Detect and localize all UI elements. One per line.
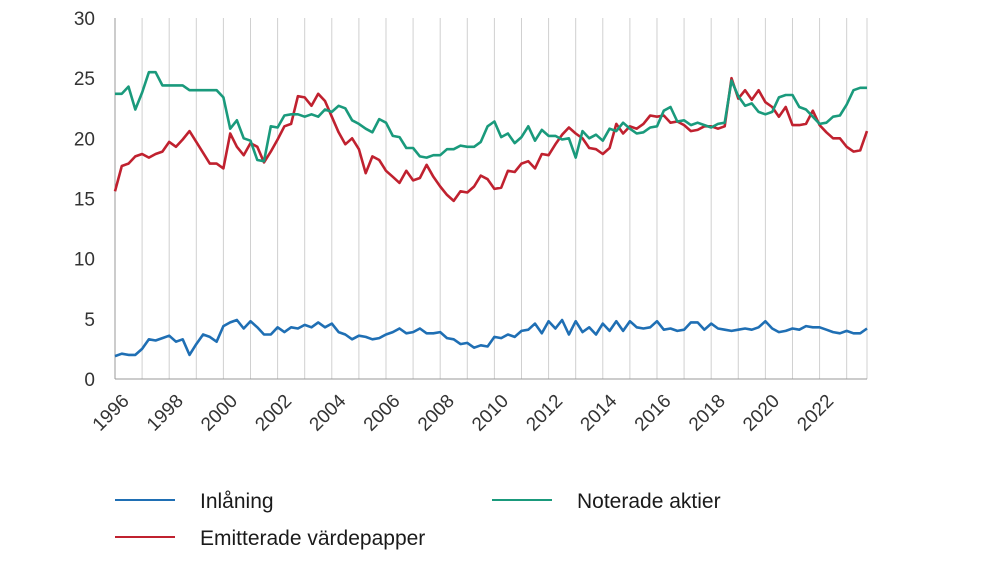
series-line-inl-ning (114, 318, 868, 358)
series-line-emitterade-v-rdepapper (113, 76, 869, 203)
y-tick-label-0: 0 (84, 370, 95, 391)
legend-label-inlaning: Inlåning (200, 490, 274, 513)
y-tick-label-15: 15 (74, 190, 95, 211)
x-tick-label-2004: 2004 (306, 390, 351, 435)
vertical-gridlines (114, 18, 868, 379)
series-lines (113, 70, 869, 358)
x-tick-label-2014: 2014 (577, 390, 622, 435)
legend-item-noterade-aktier: Noterade aktier (492, 490, 721, 513)
legend: Inlåning Noterade aktier Emitterade värd… (115, 490, 721, 550)
x-tick-label-2006: 2006 (360, 391, 405, 436)
x-tick-label-2016: 2016 (631, 391, 676, 436)
x-tick-label-2008: 2008 (414, 391, 459, 436)
y-axis-tick-labels: 0 5 10 15 20 25 30 (74, 9, 95, 391)
x-tick-label-2018: 2018 (685, 391, 730, 436)
legend-label-emitterade-vardepapper: Emitterade värdepapper (200, 527, 425, 550)
y-tick-label-30: 30 (74, 9, 95, 30)
x-tick-label-1996: 1996 (89, 391, 134, 436)
y-tick-label-20: 20 (74, 129, 95, 150)
legend-item-inlaning: Inlåning (115, 490, 274, 513)
x-tick-label-2022: 2022 (793, 391, 838, 436)
legend-label-noterade-aktier: Noterade aktier (577, 490, 721, 513)
x-axis-tick-labels: 1996 1998 2000 2002 2004 2006 2008 2010 2012 2014… (89, 390, 838, 435)
y-tick-label-10: 10 (74, 250, 95, 271)
y-tick-label-5: 5 (84, 310, 95, 331)
series-line-noterade-aktier (115, 70, 867, 163)
x-tick-label-2020: 2020 (739, 391, 784, 436)
x-tick-label-2012: 2012 (522, 391, 567, 436)
axes (114, 18, 867, 380)
x-tick-label-2010: 2010 (468, 391, 513, 436)
x-tick-label-1998: 1998 (143, 391, 188, 436)
y-tick-label-25: 25 (74, 69, 95, 90)
x-tick-label-2000: 2000 (197, 391, 242, 436)
legend-item-emitterade-vardepapper: Emitterade värdepapper (115, 527, 425, 550)
x-tick-label-2002: 2002 (251, 391, 296, 436)
